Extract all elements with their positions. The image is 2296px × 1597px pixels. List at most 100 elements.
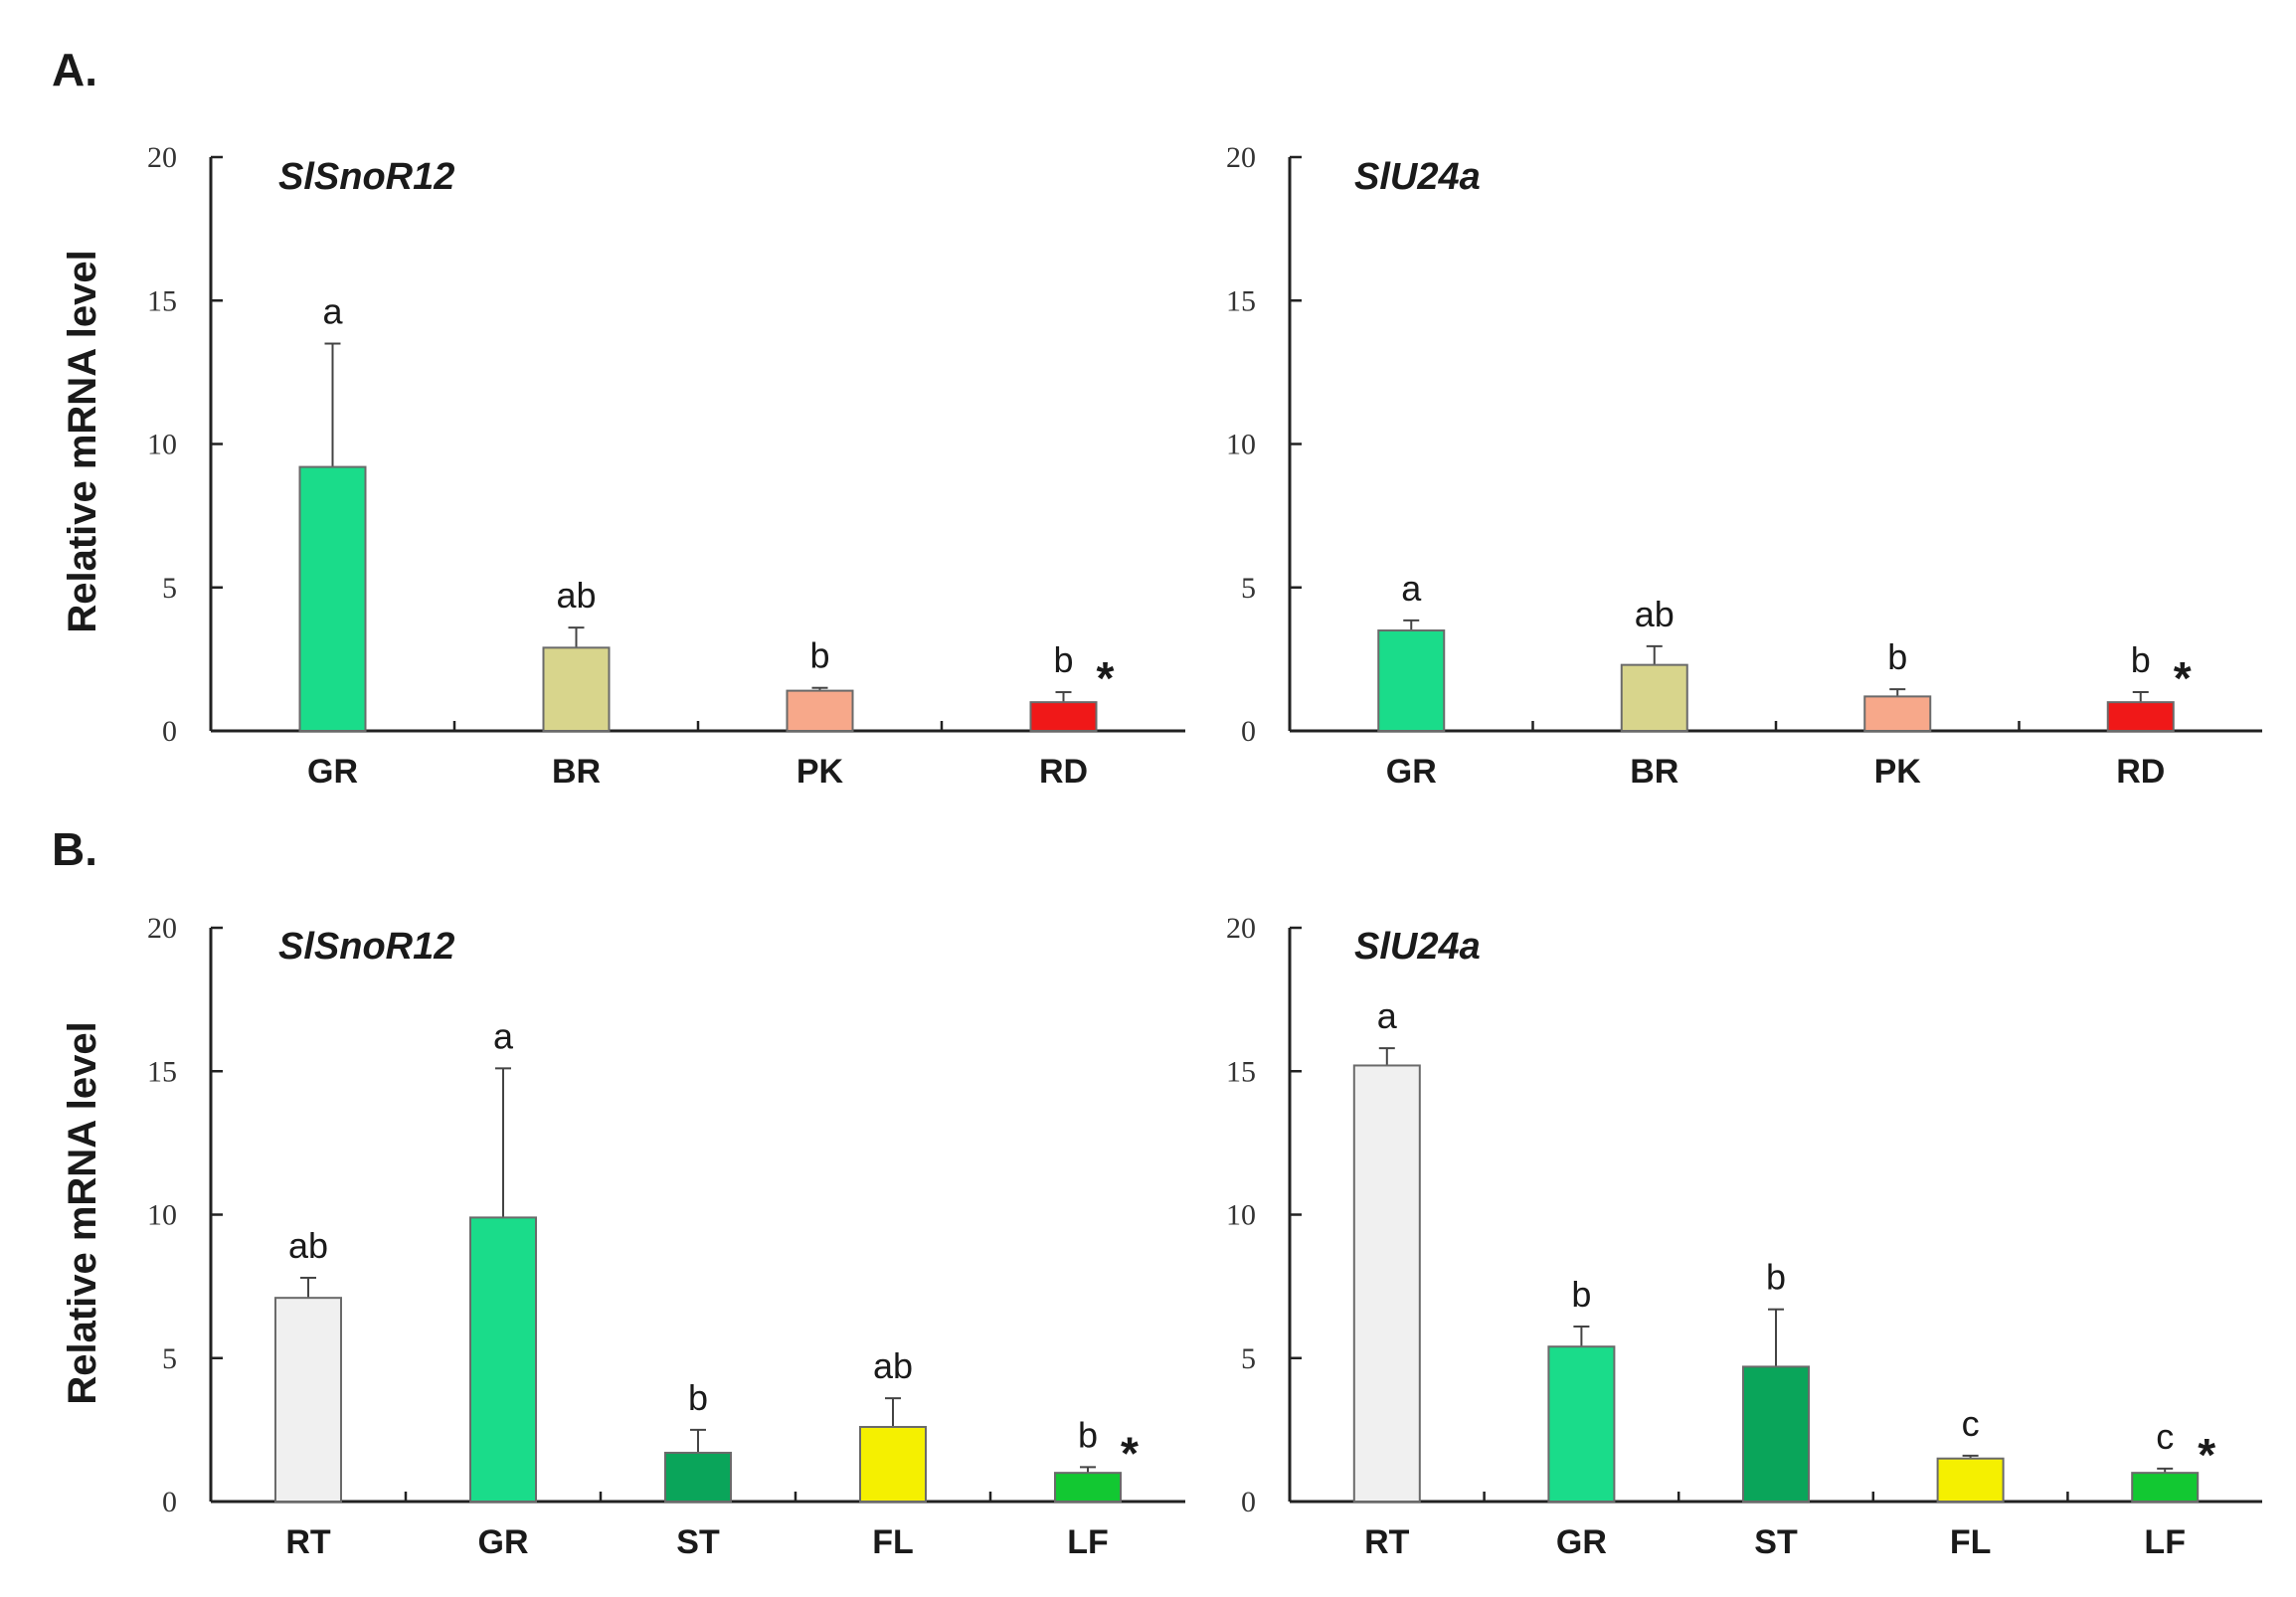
y-tick-label: 10	[1226, 1199, 1256, 1232]
bar-gr	[469, 1216, 537, 1503]
x-tick-label: PK	[796, 753, 844, 791]
bar-fl	[1936, 1457, 2005, 1503]
y-tick-label: 0	[162, 715, 177, 748]
chart-b-slsnor12: 0 5 10 15 20 SlSnoR12 RT ab GR a ST b FL ab LF b *	[147, 912, 1185, 1561]
error-bar	[1889, 688, 1906, 697]
chart-title: SlU24a	[1354, 926, 1481, 968]
bar-st	[664, 1451, 732, 1503]
x-tick-label: FL	[1950, 1523, 1992, 1561]
bar-br	[1620, 663, 1688, 733]
reference-asterisk: *	[2198, 1429, 2215, 1481]
y-tick-label: 10	[147, 429, 177, 461]
bar-lf	[2131, 1472, 2200, 1504]
x-tick-label: RT	[1364, 1523, 1410, 1561]
y-tick-label: 10	[147, 1199, 177, 1232]
significance-label: b	[688, 1377, 708, 1418]
y-tick-label: 0	[162, 1486, 177, 1518]
chart-title: SlU24a	[1354, 156, 1481, 198]
y-tick-label: 5	[1241, 572, 1256, 605]
y-axis-label-a: Relative mRNA level	[61, 250, 104, 632]
significance-label: b	[1053, 639, 1073, 680]
error-bar	[1573, 1326, 1590, 1347]
y-tick-label: 0	[1241, 1486, 1256, 1518]
error-bar	[300, 1276, 316, 1299]
x-tick-label: RD	[2116, 753, 2165, 791]
x-tick-label: LF	[2144, 1523, 2186, 1561]
significance-label: ab	[288, 1225, 328, 1266]
error-bar	[1403, 619, 1420, 631]
error-bar	[690, 1428, 706, 1453]
y-tick-label: 15	[147, 284, 177, 317]
significance-label: a	[322, 291, 343, 332]
bar-rd	[1029, 701, 1098, 733]
significance-label: c	[1962, 1403, 1980, 1444]
reference-asterisk: *	[1097, 652, 1115, 704]
significance-label: b	[2131, 639, 2151, 680]
significance-label: a	[1377, 995, 1398, 1036]
error-bar	[1768, 1308, 1784, 1367]
significance-label: b	[1078, 1414, 1098, 1455]
x-tick-label: GR	[307, 753, 358, 791]
x-tick-label: ST	[676, 1523, 720, 1561]
bar-gr	[1377, 629, 1446, 733]
error-bar	[324, 342, 341, 467]
significance-label: b	[1766, 1257, 1786, 1298]
significance-label: b	[1571, 1274, 1591, 1315]
y-axis-label-b: Relative mRNA level	[61, 1021, 104, 1404]
significance-label: a	[1401, 568, 1422, 609]
significance-label: b	[1887, 636, 1907, 677]
y-tick-label: 0	[1241, 715, 1256, 748]
panel-label-a: A.	[52, 44, 97, 95]
panel-label-b: B.	[52, 823, 97, 875]
y-tick-label: 15	[1226, 284, 1256, 317]
reference-asterisk: *	[2174, 652, 2192, 704]
error-bar	[1378, 1047, 1395, 1066]
y-tick-label: 15	[1226, 1055, 1256, 1088]
bar-rd	[2106, 701, 2175, 733]
error-bar	[568, 626, 585, 648]
bar-gr	[298, 465, 367, 732]
x-tick-label: GR	[478, 1523, 529, 1561]
error-bar	[1055, 691, 1072, 703]
chart-a-slu24a: 0 5 10 15 20 SlU24a GR a BR ab PK b RD b *	[1226, 141, 2262, 791]
x-tick-label: BR	[552, 753, 601, 791]
y-tick-label: 20	[1226, 912, 1256, 945]
error-bar	[495, 1067, 511, 1218]
error-bar	[885, 1397, 901, 1427]
y-tick-label: 5	[1241, 1342, 1256, 1375]
bar-lf	[1054, 1472, 1122, 1504]
y-tick-label: 20	[1226, 141, 1256, 174]
x-tick-label: FL	[872, 1523, 914, 1561]
chart-title: SlSnoR12	[278, 156, 454, 198]
x-tick-label: GR	[1386, 753, 1437, 791]
y-tick-label: 20	[147, 141, 177, 174]
significance-label: ab	[873, 1345, 913, 1386]
significance-label: b	[809, 635, 829, 676]
bar-rt	[1352, 1064, 1421, 1503]
bar-pk	[1863, 695, 1932, 733]
y-tick-label: 5	[162, 1342, 177, 1375]
significance-label: c	[2156, 1416, 2174, 1457]
y-tick-label: 5	[162, 572, 177, 605]
x-tick-label: LF	[1067, 1523, 1109, 1561]
bar-fl	[859, 1425, 927, 1503]
reference-asterisk: *	[1121, 1427, 1139, 1479]
bar-st	[1742, 1365, 1810, 1504]
chart-a-slsnor12: 0 5 10 15 20 SlSnoR12 GR a BR ab PK b RD b *	[147, 141, 1185, 791]
error-bar	[1646, 644, 1663, 665]
x-tick-label: RD	[1039, 753, 1088, 791]
x-tick-label: RT	[285, 1523, 331, 1561]
x-tick-label: GR	[1556, 1523, 1607, 1561]
chart-title: SlSnoR12	[278, 926, 454, 968]
y-tick-label: 15	[147, 1055, 177, 1088]
error-bar	[2132, 691, 2149, 703]
chart-b-slu24a: 0 5 10 15 20 SlU24a RT a GR b ST b FL c LF c *	[1226, 912, 2262, 1561]
y-tick-label: 10	[1226, 429, 1256, 461]
bar-gr	[1547, 1345, 1616, 1503]
significance-label: ab	[556, 575, 596, 616]
y-tick-label: 20	[147, 912, 177, 945]
x-tick-label: BR	[1630, 753, 1678, 791]
significance-label: a	[493, 1015, 514, 1056]
x-tick-label: PK	[1874, 753, 1922, 791]
